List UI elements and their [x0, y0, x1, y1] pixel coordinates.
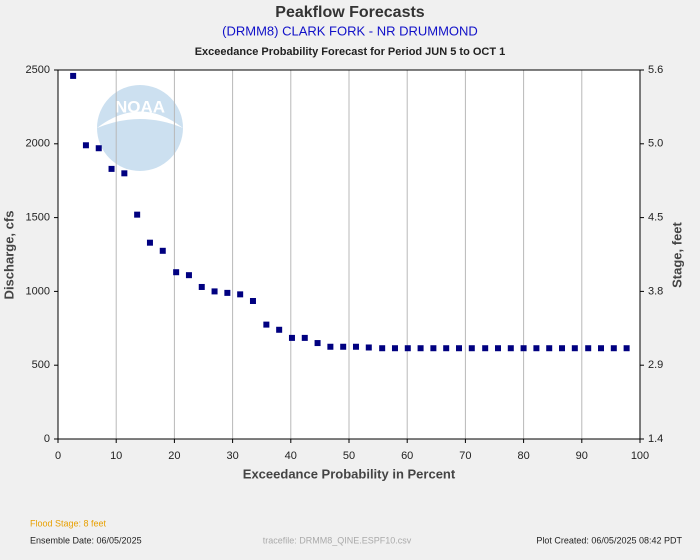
y-tick-label: 2000: [26, 138, 50, 150]
point: [379, 345, 386, 352]
y-tick-label: 0: [44, 433, 50, 445]
point: [82, 142, 89, 149]
point: [173, 269, 180, 276]
point: [559, 345, 566, 352]
y-tick-label: 1000: [26, 285, 50, 297]
point: [468, 345, 475, 352]
y-tick-label: 500: [32, 359, 50, 371]
x-tick-label: 90: [576, 450, 588, 462]
point: [237, 291, 244, 298]
point: [314, 340, 321, 347]
chart-subtitle: (DRMM8) CLARK FORK - NR DRUMMOND: [222, 23, 478, 38]
point: [430, 345, 437, 352]
point: [391, 345, 398, 352]
point: [365, 344, 372, 351]
x-tick-label: 100: [631, 450, 649, 462]
logo-text: NOAA: [115, 97, 165, 116]
point: [598, 345, 605, 352]
y-tick-label: 1500: [26, 212, 50, 224]
point: [571, 345, 578, 352]
point: [224, 289, 231, 296]
point: [623, 345, 630, 352]
x-tick-label: 0: [55, 450, 61, 462]
point: [404, 345, 411, 352]
point: [95, 145, 102, 152]
point: [417, 345, 424, 352]
y-tick-label: 2500: [26, 64, 50, 76]
point: [263, 321, 270, 328]
y2-tick-label: 3.8: [648, 285, 663, 297]
point: [455, 345, 462, 352]
point: [249, 297, 256, 304]
ensemble-date: Ensemble Date: 06/05/2025: [30, 535, 142, 545]
x-tick-label: 10: [110, 450, 122, 462]
x-axis-label: Exceedance Probability in Percent: [243, 466, 456, 481]
point: [327, 343, 334, 350]
period: Exceedance Probability Forecast for Peri…: [195, 46, 506, 58]
x-tick-label: 40: [285, 450, 297, 462]
point: [533, 345, 540, 352]
point: [494, 345, 501, 352]
y-axis-label: Discharge, cfs: [1, 211, 16, 300]
point: [108, 165, 115, 172]
point: [121, 170, 128, 177]
point: [288, 334, 295, 341]
point: [340, 343, 347, 350]
point: [507, 345, 514, 352]
x-tick-label: 80: [517, 450, 529, 462]
point: [546, 345, 553, 352]
point: [443, 345, 450, 352]
x-tick-label: 30: [226, 450, 238, 462]
x-tick-label: 70: [459, 450, 471, 462]
point: [185, 272, 192, 279]
point: [482, 345, 489, 352]
y2-tick-label: 4.5: [648, 212, 663, 224]
y2-tick-label: 2.9: [648, 359, 663, 371]
point: [352, 343, 359, 350]
x-tick-label: 20: [168, 450, 180, 462]
point: [520, 345, 527, 352]
point: [134, 211, 141, 218]
y2-axis-label: Stage, feet: [669, 221, 684, 287]
y2-tick-label: 5.0: [648, 138, 663, 150]
flood-stage: Flood Stage: 8 feet: [30, 518, 107, 528]
noaa-logo: NOAA: [97, 85, 183, 171]
point: [301, 334, 308, 341]
point: [211, 288, 218, 295]
point: [70, 72, 77, 79]
tracefile: tracefile: DRMM8_QINE.ESPF10.csv: [263, 535, 412, 545]
point: [146, 239, 153, 246]
y2-tick-label: 1.4: [648, 433, 663, 445]
point: [159, 247, 166, 254]
x-tick-label: 60: [401, 450, 413, 462]
chart-title: Peakflow Forecasts: [275, 4, 425, 21]
plot-border: [57, 69, 641, 440]
x-tick-label: 50: [343, 450, 355, 462]
point: [610, 345, 617, 352]
y2-tick-label: 5.6: [648, 64, 663, 76]
plot-created: Plot Created: 06/05/2025 08:42 PDT: [536, 535, 682, 545]
point: [276, 326, 283, 333]
point: [585, 345, 592, 352]
point: [198, 283, 205, 290]
